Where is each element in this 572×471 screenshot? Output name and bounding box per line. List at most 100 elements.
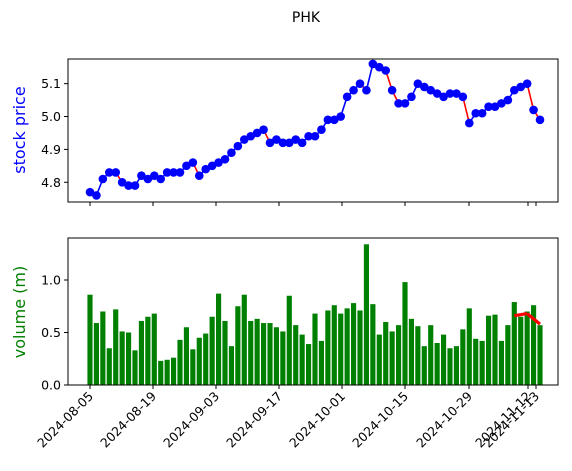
- volume-bar: [338, 314, 343, 385]
- volume-bar: [505, 325, 510, 385]
- volume-bar: [435, 343, 440, 385]
- price-axes-frame: [68, 59, 558, 202]
- volume-bar: [280, 331, 285, 385]
- volume-bar: [357, 310, 362, 385]
- price-y-tick-label: 5.0: [41, 109, 61, 124]
- volume-bar: [364, 244, 369, 385]
- price-point: [336, 112, 345, 121]
- price-point: [317, 125, 326, 134]
- price-y-tick-label: 4.8: [41, 175, 61, 190]
- price-point: [465, 119, 474, 128]
- volume-bar: [293, 325, 298, 385]
- price-panel: 4.8 4.9 5.0 5.1 stock price: [10, 59, 558, 202]
- volume-bar: [390, 331, 395, 385]
- volume-bar: [139, 321, 144, 385]
- volume-y-ticks: 0.00.51.0: [41, 273, 68, 393]
- price-point: [356, 79, 365, 88]
- x-tick-label: 2024-10-15: [349, 389, 411, 451]
- volume-bar: [319, 341, 324, 385]
- price-point: [478, 109, 487, 118]
- volume-bar: [274, 327, 279, 385]
- price-point: [234, 142, 243, 151]
- volume-bar: [525, 312, 530, 386]
- volume-bar: [222, 321, 227, 385]
- volume-bar: [332, 305, 337, 385]
- x-tick-label: 2024-08-05: [34, 389, 96, 451]
- price-y-axis-label: stock price: [10, 86, 29, 173]
- volume-bar: [158, 361, 163, 385]
- price-point: [156, 175, 165, 184]
- volume-bar: [473, 339, 478, 385]
- volume-bar: [480, 341, 485, 385]
- price-point: [343, 93, 352, 102]
- volume-bar: [242, 295, 247, 385]
- price-point: [388, 86, 397, 95]
- volume-bar: [396, 325, 401, 385]
- price-point: [381, 66, 390, 75]
- volume-bar: [499, 341, 504, 385]
- volume-trend-segment: [514, 314, 527, 316]
- volume-bar: [370, 304, 375, 385]
- x-tick-label: 2024-09-17: [223, 389, 285, 451]
- price-point: [131, 181, 140, 190]
- price-point: [362, 86, 371, 95]
- volume-bar: [537, 325, 542, 385]
- price-point: [529, 106, 538, 115]
- price-point: [259, 125, 268, 134]
- volume-bar: [100, 312, 105, 386]
- volume-bar: [94, 323, 99, 385]
- x-tick-label: 2024-11-13: [480, 389, 542, 451]
- volume-bars: [87, 244, 542, 385]
- price-point: [111, 168, 120, 177]
- volume-panel: 0.0 0.5 1.0 volume (m): [10, 238, 558, 393]
- price-series: [86, 60, 545, 200]
- volume-bar: [402, 282, 407, 385]
- price-point: [504, 96, 513, 105]
- volume-bar: [235, 306, 240, 385]
- volume-bar: [171, 358, 176, 385]
- volume-bar: [261, 323, 266, 385]
- volume-bar: [300, 335, 305, 385]
- price-y-tick-label: 5.1: [41, 76, 61, 91]
- volume-bar: [351, 303, 356, 385]
- price-y-ticks: 4.84.95.05.1: [41, 76, 68, 190]
- volume-bar: [492, 315, 497, 385]
- x-tick-label: 2024-10-29: [413, 388, 475, 450]
- volume-bar: [120, 331, 125, 385]
- volume-bar: [441, 335, 446, 385]
- price-point: [401, 99, 410, 108]
- price-point: [536, 116, 545, 125]
- volume-bar: [267, 323, 272, 385]
- volume-bar: [145, 317, 150, 385]
- price-point: [221, 155, 230, 164]
- volume-bar: [428, 325, 433, 385]
- volume-bar: [447, 348, 452, 385]
- volume-bar: [486, 316, 491, 385]
- volume-bar: [325, 310, 330, 385]
- volume-bar: [132, 350, 137, 385]
- volume-y-tick-label: 0.0: [41, 378, 61, 393]
- x-tick-label: 2024-08-19: [97, 388, 159, 450]
- volume-bar: [454, 346, 459, 385]
- price-point: [459, 93, 468, 102]
- volume-bar: [422, 346, 427, 385]
- volume-bar: [345, 308, 350, 385]
- price-point: [227, 148, 236, 157]
- price-point: [195, 171, 204, 180]
- price-point: [311, 132, 320, 141]
- price-point: [407, 93, 416, 102]
- volume-bar: [87, 295, 92, 385]
- volume-bar: [107, 348, 112, 385]
- volume-y-tick-label: 1.0: [41, 273, 61, 288]
- price-point: [99, 175, 108, 184]
- volume-bar: [409, 319, 414, 385]
- volume-bar: [216, 294, 221, 385]
- volume-bar: [312, 314, 317, 385]
- x-tick-label: 2024-10-01: [286, 389, 348, 451]
- x-tick-label: 2024-09-03: [160, 389, 222, 451]
- volume-bar: [518, 317, 523, 385]
- volume-bar: [177, 340, 182, 385]
- chart-title: PHK: [292, 10, 321, 26]
- volume-bar: [377, 335, 382, 385]
